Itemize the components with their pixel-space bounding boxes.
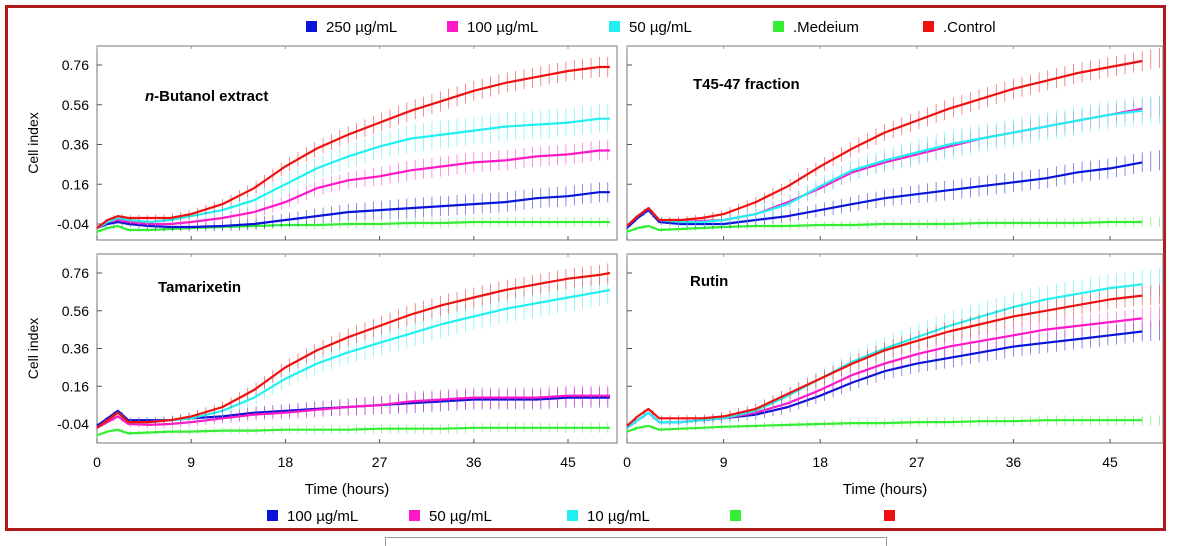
legend-swatch xyxy=(884,510,895,521)
series-magenta xyxy=(96,385,610,430)
y-tick-label: 0.76 xyxy=(62,57,89,73)
x-tick-label: 18 xyxy=(812,454,828,470)
x-tick-label: 0 xyxy=(93,454,101,470)
series-red xyxy=(96,263,611,430)
legend-swatch xyxy=(923,21,934,32)
series-line xyxy=(96,191,610,230)
y-tick-label: 0.56 xyxy=(62,303,89,319)
legend-swatch xyxy=(447,21,458,32)
x-tick-label: 36 xyxy=(1006,454,1022,470)
legend-bottom: 100 µg/mL 50 µg/mL 10 µg/mL xyxy=(267,508,895,525)
y-tick-label: 0.56 xyxy=(62,97,89,113)
series-line xyxy=(626,220,1143,233)
series-blue xyxy=(626,150,1160,230)
x-tick-label: 18 xyxy=(278,454,294,470)
series-line xyxy=(626,294,1143,427)
y-tick-label: 0.16 xyxy=(62,378,89,394)
series-red xyxy=(96,56,610,230)
series-line xyxy=(626,59,1143,227)
y-tick-label: 0.36 xyxy=(62,341,89,357)
y-tick-label: 0.76 xyxy=(62,265,89,281)
panel-title-rest: -Butanol extract xyxy=(154,88,268,105)
series-line xyxy=(626,161,1143,229)
legend-label: 250 µg/mL xyxy=(326,19,397,36)
series-green xyxy=(96,422,610,438)
legend-swatch xyxy=(609,21,620,32)
chart-panel-4: 0 9 18 27 36 45 Rutin Time (hours) xyxy=(623,253,1164,498)
y-tick-label: 0.16 xyxy=(62,176,89,192)
x-tick-label: 45 xyxy=(1102,454,1118,470)
panel-title: Rutin xyxy=(690,273,728,290)
legend-label: 10 µg/mL xyxy=(587,508,650,525)
x-tick-label: 9 xyxy=(187,454,195,470)
panel-title: n-Butanol extract xyxy=(145,88,268,105)
x-axis-label: Time (hours) xyxy=(843,481,927,498)
x-axis-label: Time (hours) xyxy=(305,481,389,498)
legend-swatch xyxy=(267,510,278,521)
legend-swatch xyxy=(730,510,741,521)
x-tick-label: 9 xyxy=(720,454,728,470)
legend-label: 50 µg/mL xyxy=(629,19,692,36)
y-tick-label: -0.04 xyxy=(57,216,89,232)
legend-swatch xyxy=(306,21,317,32)
legend-label: 100 µg/mL xyxy=(287,508,358,525)
series-line xyxy=(96,65,610,229)
series-blue xyxy=(96,182,610,232)
y-tick-label: 0.36 xyxy=(62,137,89,153)
legend-label: .Control xyxy=(943,19,996,36)
series-red xyxy=(626,284,1160,428)
chart-panel-1: -0.04 0.16 0.36 0.56 0.76 n-Butanol extract Ce… xyxy=(25,45,618,241)
legend-label: 100 µg/mL xyxy=(467,19,538,36)
series-line xyxy=(96,426,610,437)
series-red xyxy=(626,47,1160,228)
x-tick-label: 36 xyxy=(466,454,482,470)
chart-panel-3: -0.04 0.16 0.36 0.56 0.76 0 9 18 27 36 45 Tamarixet… xyxy=(25,253,618,498)
panel-title: Tamarixetin xyxy=(158,279,241,296)
series-line xyxy=(96,394,610,429)
y-axis-label: Cell index xyxy=(25,112,41,173)
figure-frame xyxy=(5,5,1166,531)
legend-swatch xyxy=(773,21,784,32)
bottom-tab-strip xyxy=(385,537,887,546)
series-green xyxy=(626,217,1160,234)
legend-label: 50 µg/mL xyxy=(429,508,492,525)
series-line xyxy=(96,220,610,233)
x-tick-label: 0 xyxy=(623,454,631,470)
legend-swatch xyxy=(567,510,578,521)
y-tick-label: -0.04 xyxy=(57,416,89,432)
series-magenta xyxy=(96,140,610,230)
legend-label: .Medeium xyxy=(793,19,859,36)
x-tick-label: 27 xyxy=(372,454,388,470)
y-axis-label: Cell index xyxy=(25,318,41,379)
series-line xyxy=(626,419,1143,433)
legend-top: 250 µg/mL 100 µg/mL 50 µg/mL .Medeium .Contr… xyxy=(306,19,996,36)
series-line xyxy=(96,271,611,429)
series-green xyxy=(626,415,1160,434)
panel-title: T45-47 fraction xyxy=(693,76,800,93)
series-line xyxy=(96,149,610,229)
series-line xyxy=(96,117,610,229)
legend-swatch xyxy=(409,510,420,521)
chart-panel-2: T45-47 fraction xyxy=(626,45,1164,241)
x-tick-label: 27 xyxy=(909,454,925,470)
panel-title-italic: n xyxy=(145,88,154,105)
x-tick-label: 45 xyxy=(560,454,576,470)
